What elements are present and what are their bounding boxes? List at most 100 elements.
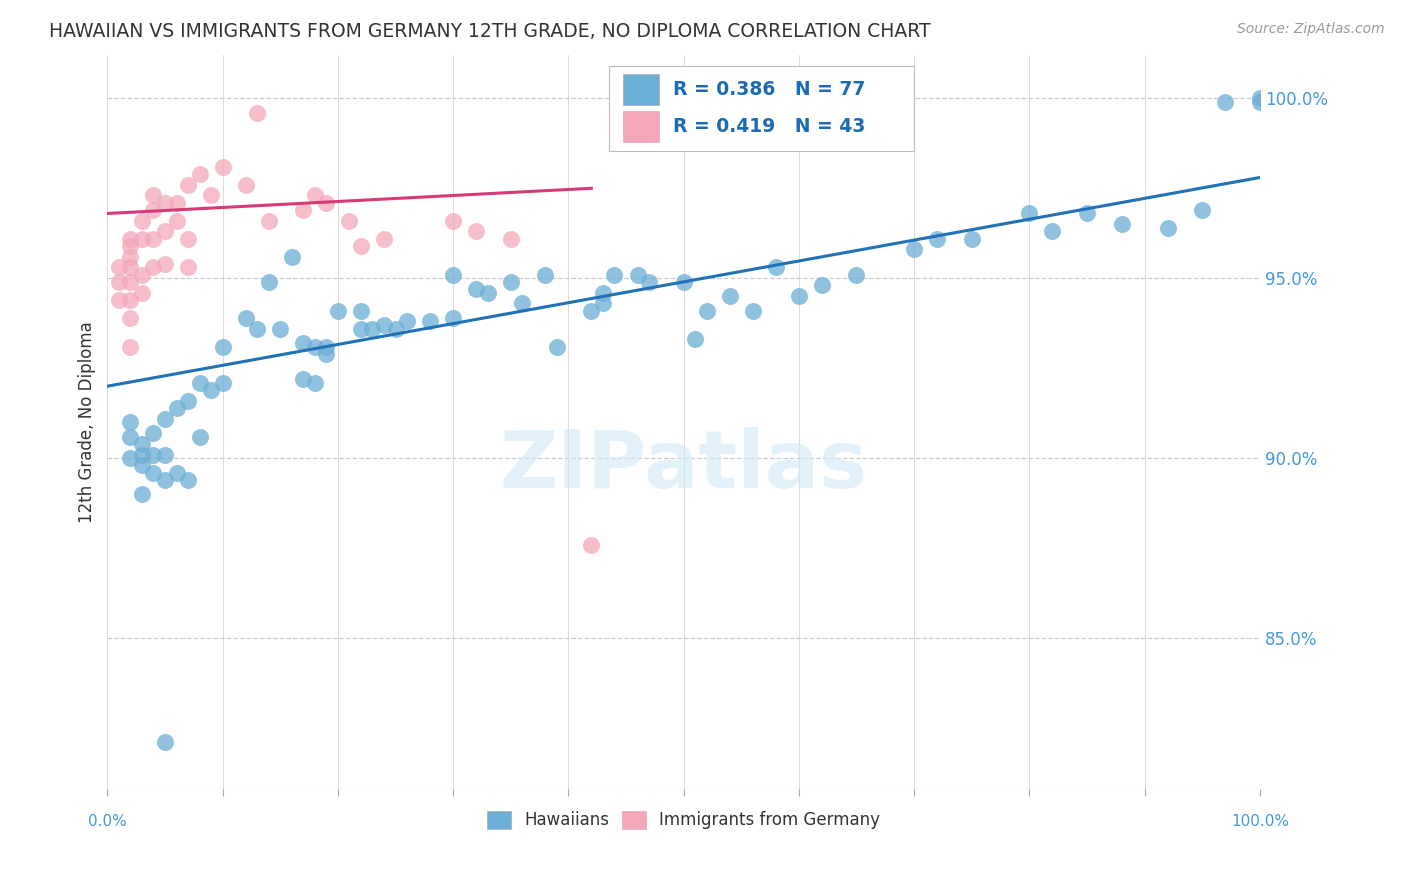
Point — [120, 293, 142, 307]
Point — [120, 340, 142, 354]
Point — [211, 376, 233, 390]
Point — [142, 466, 165, 480]
Point — [534, 268, 557, 282]
Point — [292, 336, 315, 351]
Point — [200, 188, 222, 202]
Point — [177, 473, 200, 487]
Point — [581, 537, 603, 551]
Point — [142, 448, 165, 462]
Point — [373, 318, 395, 332]
Point — [153, 735, 176, 749]
Point — [131, 448, 153, 462]
Point — [120, 451, 142, 466]
Point — [1042, 224, 1064, 238]
Point — [326, 303, 349, 318]
Point — [153, 473, 176, 487]
Point — [269, 321, 291, 335]
Point — [281, 250, 304, 264]
Point — [257, 275, 280, 289]
Point — [235, 310, 257, 325]
Point — [188, 167, 211, 181]
Point — [603, 268, 626, 282]
FancyBboxPatch shape — [623, 111, 659, 142]
Point — [1156, 220, 1178, 235]
Point — [153, 195, 176, 210]
Point — [142, 232, 165, 246]
Point — [120, 250, 142, 264]
Point — [638, 275, 661, 289]
Point — [142, 260, 165, 275]
Point — [441, 213, 464, 227]
Point — [384, 321, 406, 335]
Point — [120, 239, 142, 253]
Point — [235, 178, 257, 192]
Point — [1111, 217, 1133, 231]
Point — [510, 296, 533, 310]
Text: HAWAIIAN VS IMMIGRANTS FROM GERMANY 12TH GRADE, NO DIPLOMA CORRELATION CHART: HAWAIIAN VS IMMIGRANTS FROM GERMANY 12TH… — [49, 22, 931, 41]
Point — [315, 340, 337, 354]
Point — [927, 232, 949, 246]
Point — [131, 268, 153, 282]
Point — [581, 303, 603, 318]
Point — [465, 224, 488, 238]
Point — [177, 393, 200, 408]
Point — [499, 232, 522, 246]
Point — [188, 429, 211, 443]
Point — [350, 239, 373, 253]
Point — [626, 268, 648, 282]
Point — [441, 268, 464, 282]
Point — [592, 285, 614, 300]
Point — [166, 195, 188, 210]
Point — [211, 340, 233, 354]
Point — [292, 202, 315, 217]
Point — [960, 232, 983, 246]
Point — [120, 310, 142, 325]
Point — [811, 278, 834, 293]
Y-axis label: 12th Grade, No Diploma: 12th Grade, No Diploma — [79, 321, 96, 523]
Point — [465, 282, 488, 296]
Point — [142, 202, 165, 217]
Point — [211, 160, 233, 174]
Point — [672, 275, 695, 289]
Point — [903, 243, 925, 257]
Point — [718, 289, 741, 303]
Point — [339, 213, 361, 227]
FancyBboxPatch shape — [623, 74, 659, 105]
Point — [419, 314, 441, 328]
Point — [696, 303, 718, 318]
Point — [1018, 206, 1040, 220]
Point — [120, 260, 142, 275]
Point — [845, 268, 868, 282]
Point — [188, 376, 211, 390]
Point — [683, 333, 706, 347]
Point — [131, 487, 153, 501]
Point — [131, 232, 153, 246]
Text: ZIPatlas: ZIPatlas — [499, 427, 868, 505]
Text: R = 0.419   N = 43: R = 0.419 N = 43 — [673, 117, 866, 136]
Point — [177, 178, 200, 192]
Text: 100.0%: 100.0% — [1230, 814, 1289, 830]
Point — [741, 303, 763, 318]
Point — [315, 347, 337, 361]
Point — [1213, 95, 1236, 109]
Point — [108, 260, 131, 275]
Point — [1076, 206, 1098, 220]
Point — [315, 195, 337, 210]
Point — [153, 448, 176, 462]
Point — [120, 275, 142, 289]
Point — [350, 321, 373, 335]
Text: R = 0.386   N = 77: R = 0.386 N = 77 — [673, 80, 866, 99]
Point — [131, 458, 153, 473]
Point — [395, 314, 418, 328]
FancyBboxPatch shape — [609, 66, 914, 151]
Point — [131, 213, 153, 227]
Legend: Hawaiians, Immigrants from Germany: Hawaiians, Immigrants from Germany — [481, 804, 887, 836]
Point — [108, 275, 131, 289]
Point — [1249, 91, 1271, 105]
Point — [304, 188, 326, 202]
Point — [441, 310, 464, 325]
Point — [499, 275, 522, 289]
Point — [373, 232, 395, 246]
Point — [108, 293, 131, 307]
Point — [131, 437, 153, 451]
